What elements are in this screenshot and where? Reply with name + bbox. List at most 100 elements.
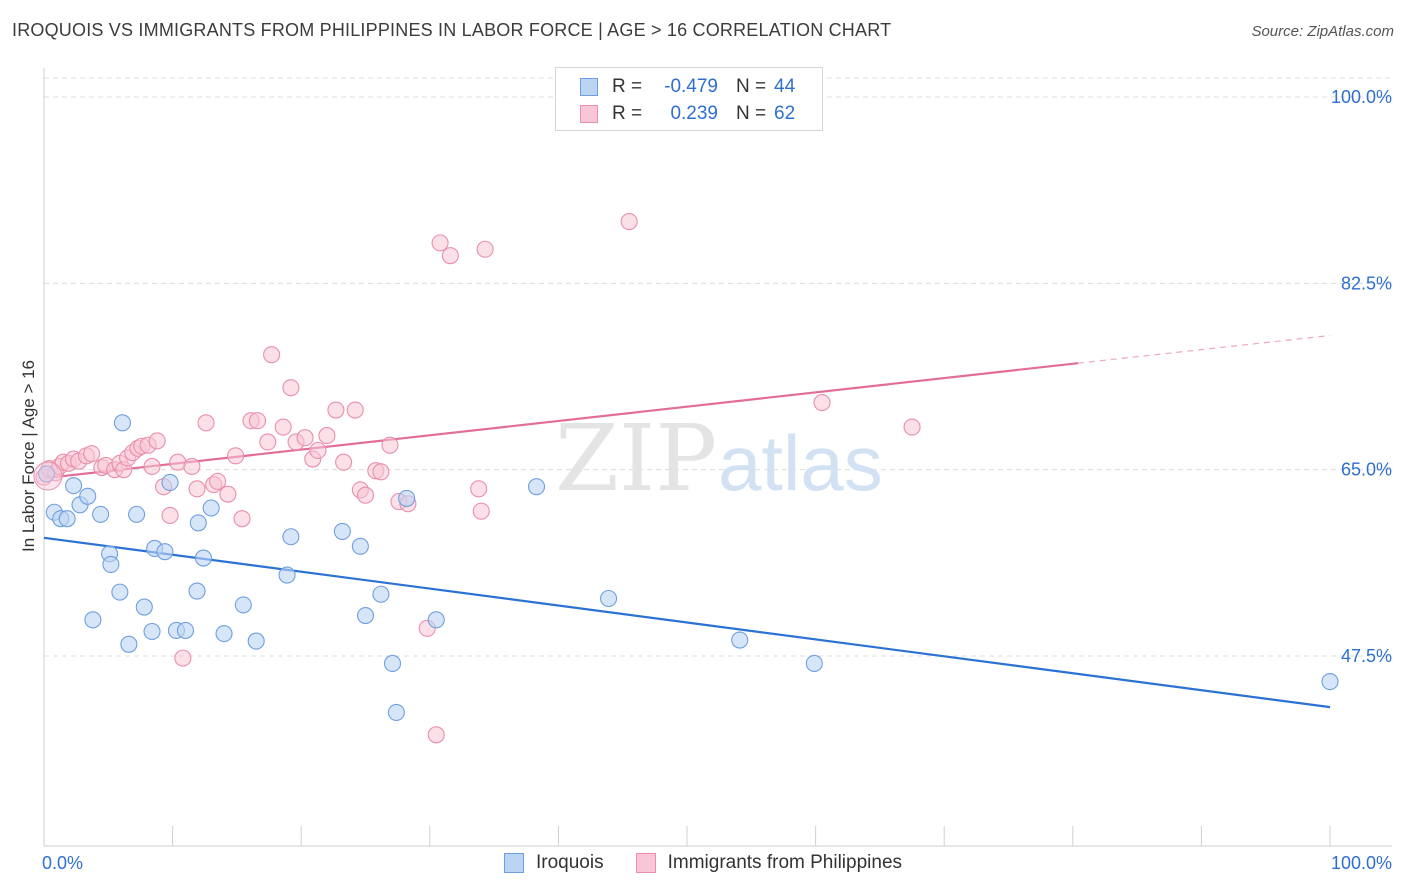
point-philippines — [248, 412, 267, 430]
point-iroquois — [84, 611, 102, 629]
point-philippines — [813, 394, 831, 412]
point-cluster — [33, 461, 63, 491]
watermark-atlas: atlas — [718, 419, 883, 507]
point-iroquois — [278, 566, 296, 584]
trend-line-philippines — [43, 362, 1079, 480]
point-philippines — [209, 472, 227, 490]
bottom-legend-swatch-blue — [503, 853, 524, 873]
point-philippines — [346, 401, 364, 419]
legend-swatch-pink — [580, 105, 598, 123]
source-label: Source: ZipAtlas.com — [1251, 23, 1394, 40]
point-iroquois — [383, 654, 402, 673]
point-iroquois — [176, 621, 195, 639]
bottom-legend-iroquois: Iroquois — [503, 852, 604, 874]
point-iroquois — [805, 654, 823, 673]
legend-r-value: -0.479 — [664, 76, 718, 97]
legend-r-label: R = — [612, 103, 643, 124]
bottom-legend-philippines: Immigrants from Philippines — [635, 852, 903, 874]
chart-title: IROQUOIS VS IMMIGRANTS FROM PHILIPPINES … — [12, 20, 892, 40]
point-philippines — [296, 429, 314, 447]
legend-row-philippines: R = 0.239 N = 62 — [580, 101, 795, 127]
point-philippines — [903, 418, 921, 436]
point-iroquois — [188, 582, 206, 600]
point-iroquois — [189, 514, 207, 532]
bottom-legend-label: Iroquois — [535, 852, 604, 873]
watermark: ZIP atlas — [555, 405, 883, 512]
point-iroquois — [247, 632, 265, 650]
point-philippines — [318, 427, 336, 445]
point-philippines — [233, 510, 251, 528]
point-philippines — [282, 379, 300, 397]
point-iroquois — [427, 611, 445, 629]
bottom-legend-swatch-pink — [635, 853, 656, 873]
point-iroquois — [65, 477, 83, 495]
x-tick-label: 0.0% — [42, 853, 83, 873]
legend-n-label: N = — [736, 103, 767, 124]
point-iroquois — [128, 505, 146, 523]
legend-n-value: 44 — [774, 76, 796, 97]
point-iroquois — [731, 631, 749, 649]
point-iroquois — [215, 625, 233, 643]
point-iroquois — [600, 589, 618, 608]
point-iroquois — [38, 465, 56, 483]
point-iroquois — [351, 537, 369, 555]
legend-n-value: 62 — [774, 103, 796, 124]
point-philippines — [219, 485, 237, 503]
point-iroquois — [202, 499, 220, 517]
point-philippines — [381, 436, 399, 454]
point-iroquois — [398, 489, 416, 507]
point-iroquois — [113, 414, 131, 432]
point-philippines — [441, 247, 459, 265]
legend-r-label: R = — [612, 76, 643, 97]
point-iroquois — [135, 598, 153, 616]
y-tick-label: 47.5% — [1341, 646, 1392, 666]
grid-lines — [44, 77, 1392, 657]
tick-labels: 100.0% 82.5% 65.0% 47.5% 0.0% 100.0% — [42, 87, 1392, 873]
point-philippines — [356, 486, 375, 504]
trend-line-philippines-extension — [1077, 334, 1331, 364]
point-philippines — [143, 457, 161, 476]
point-iroquois — [92, 505, 110, 523]
point-iroquois — [282, 528, 300, 546]
point-philippines — [197, 414, 215, 432]
point-philippines — [327, 401, 345, 419]
point-iroquois — [156, 543, 174, 561]
y-axis-label: In Labor Force | Age > 16 — [19, 360, 38, 552]
bottom-legend: Iroquois Immigrants from Philippines — [0, 852, 1406, 874]
point-philippines — [183, 457, 201, 476]
point-iroquois — [527, 478, 546, 496]
point-iroquois — [1321, 673, 1339, 691]
point-iroquois — [161, 473, 179, 491]
point-iroquois — [333, 522, 351, 540]
point-iroquois — [79, 487, 97, 505]
point-philippines — [148, 432, 166, 450]
point-iroquois — [102, 555, 120, 573]
point-philippines — [161, 506, 179, 525]
point-philippines — [169, 453, 187, 471]
point-philippines — [309, 441, 327, 460]
point-philippines — [227, 447, 245, 465]
point-iroquois — [194, 549, 213, 567]
point-philippines — [263, 346, 281, 364]
x-tick-label: 100.0% — [1331, 853, 1392, 873]
legend-row-iroquois: R = -0.479 N = 44 — [580, 74, 795, 100]
point-philippines — [427, 726, 445, 744]
trend-line-iroquois — [43, 536, 1331, 709]
axes — [43, 68, 1392, 847]
data-points — [33, 213, 1339, 744]
point-philippines — [83, 445, 101, 463]
point-philippines — [174, 649, 192, 667]
point-iroquois — [356, 606, 375, 625]
legend-r-value: 0.239 — [670, 103, 718, 124]
point-iroquois — [234, 596, 252, 614]
legend-swatch-blue — [580, 78, 598, 96]
bottom-legend-label: Immigrants from Philippines — [667, 852, 903, 873]
point-philippines — [431, 234, 449, 252]
point-philippines — [335, 453, 353, 471]
point-iroquois — [58, 510, 76, 528]
point-iroquois — [120, 635, 138, 653]
legend: R = -0.479 N = 44 R = 0.239 N = 62 — [555, 67, 823, 131]
y-tick-label: 65.0% — [1341, 460, 1392, 480]
point-philippines — [620, 213, 638, 231]
